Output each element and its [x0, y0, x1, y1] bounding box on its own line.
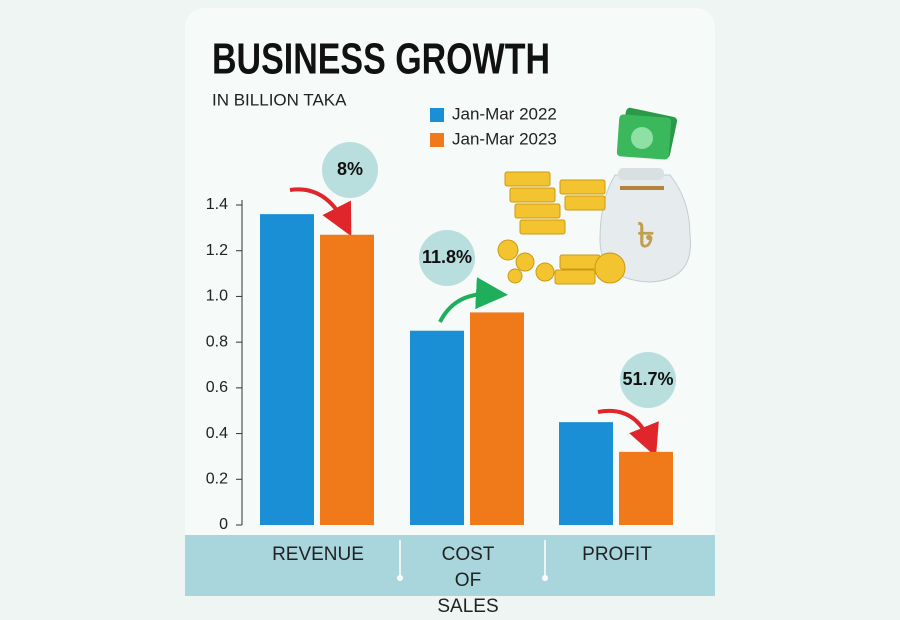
- y-tick-label: 0: [219, 516, 228, 533]
- y-tick-label: 1.4: [206, 196, 228, 213]
- x-tick-label: REVENUE: [272, 544, 364, 565]
- annotation: 8%: [337, 159, 363, 179]
- x-tick-label: COST OF SALES: [437, 544, 499, 617]
- chart: BUSINESS GROWTH IN BILLION TAKA ৳ 0 0.2 0.…: [185, 34, 715, 596]
- divider-dot: [397, 575, 403, 581]
- y-tick-label: 1.2: [206, 242, 228, 259]
- money-illustration: ৳: [497, 107, 691, 285]
- y-tick-label: 0.4: [206, 425, 228, 442]
- annotation: 11.8%: [422, 247, 472, 267]
- bar: [410, 330, 464, 525]
- legend-swatch: [430, 133, 444, 147]
- legend-swatch: [430, 108, 444, 122]
- arrow: [289, 187, 352, 237]
- annotation-bubble: [322, 142, 378, 198]
- arrow: [438, 277, 508, 323]
- bar: [619, 451, 673, 525]
- chart-title: BUSINESS GROWTH: [212, 35, 550, 84]
- annotation-bubble: [419, 230, 475, 286]
- y-tick-label: 0.2: [206, 471, 228, 488]
- chart-subtitle: IN BILLION TAKA: [212, 90, 347, 109]
- arrow: [597, 408, 659, 457]
- legend-label: Jan-Mar 2023: [452, 129, 557, 148]
- page: {"chart_data": {"type": "bar", "title": …: [185, 34, 715, 617]
- divider-dot: [542, 575, 548, 581]
- y-tick-label: 0.6: [206, 379, 228, 396]
- bar: [260, 214, 314, 525]
- bar: [559, 422, 613, 525]
- legend-label: Jan-Mar 2022: [452, 104, 557, 123]
- y-tick-label: 0.8: [206, 333, 228, 350]
- svg-text:৳: ৳: [638, 217, 655, 255]
- bar: [320, 234, 374, 525]
- bar: [470, 312, 524, 525]
- x-tick-label: PROFIT: [582, 544, 652, 565]
- annotation-bubble: [620, 352, 676, 408]
- y-tick-label: 1.0: [206, 288, 228, 305]
- annotation: 51.7%: [622, 369, 673, 389]
- category-band: [185, 535, 715, 596]
